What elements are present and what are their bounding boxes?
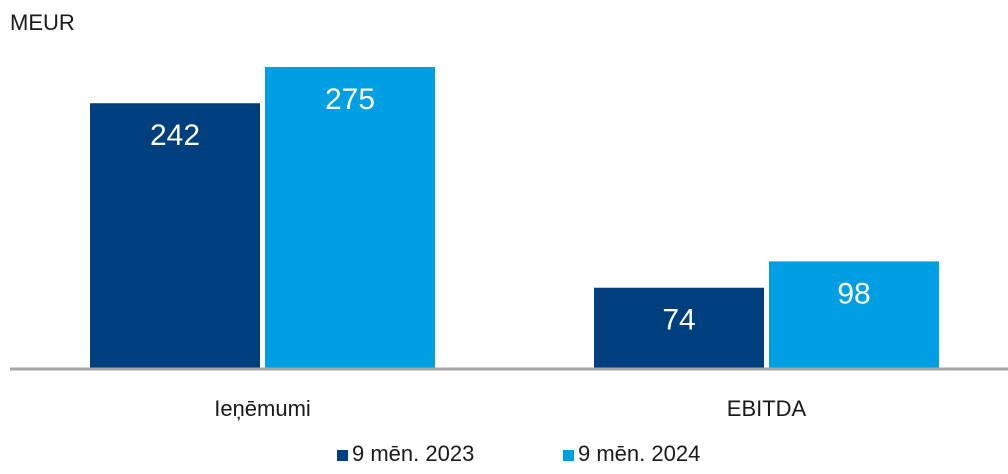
legend-swatch — [563, 450, 574, 461]
data-label: 275 — [325, 83, 375, 116]
bar-ebitda-1 — [769, 261, 939, 369]
bar-ebitda-0 — [594, 287, 764, 369]
category-label: EBITDA — [727, 396, 807, 421]
data-label: 242 — [150, 119, 200, 152]
category-labels: Ieņēmumi EBITDA — [214, 396, 806, 421]
bar-revenue-0 — [90, 103, 260, 370]
legend-label: 9 mēn. 2024 — [578, 441, 700, 466]
legend: 9 mēn. 2023 9 mēn. 2024 — [337, 441, 700, 466]
bars-layer: 242 275 74 98 — [90, 67, 939, 370]
data-label: 74 — [662, 304, 695, 337]
bar-revenue-1 — [265, 67, 435, 369]
unit-label: MEUR — [10, 10, 75, 35]
data-label: 98 — [837, 277, 870, 310]
category-label: Ieņēmumi — [214, 396, 311, 421]
legend-swatch — [337, 450, 348, 461]
legend-label: 9 mēn. 2023 — [352, 441, 474, 466]
